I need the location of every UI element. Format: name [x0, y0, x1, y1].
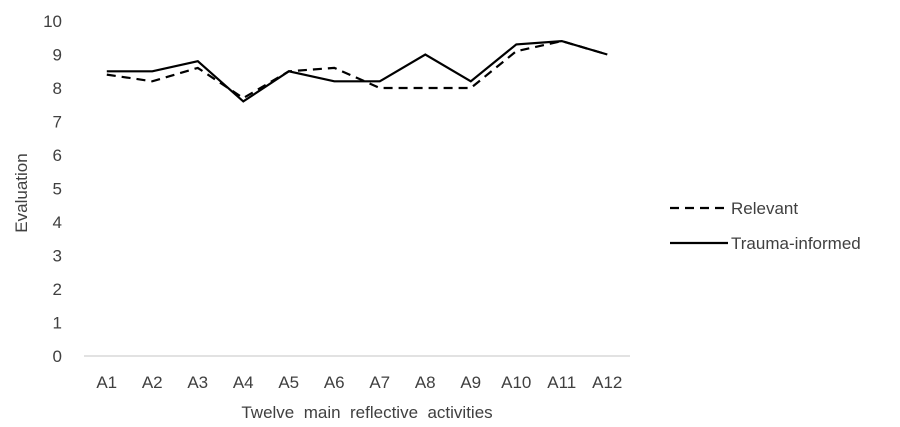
y-tick-label: 3 [53, 247, 62, 266]
x-tick-label: A9 [460, 373, 481, 392]
x-tick-label: A5 [278, 373, 299, 392]
y-tick-label: 2 [53, 280, 62, 299]
series-line-2 [106, 39, 608, 103]
legend-label: Relevant [731, 199, 798, 218]
legend: Relevant Trauma-informed [670, 199, 861, 253]
y-axis-title: Evaluation [12, 153, 31, 232]
y-tick-label: 7 [53, 113, 62, 132]
y-tick-label: 5 [53, 180, 62, 199]
y-tick-label: 0 [53, 347, 62, 366]
x-tick-label: A8 [415, 373, 436, 392]
x-tick-label: A12 [592, 373, 622, 392]
x-tick-label: A6 [324, 373, 345, 392]
x-tick-label: A10 [501, 373, 531, 392]
x-tick-label: A3 [187, 373, 208, 392]
y-tick-label: 8 [53, 79, 62, 98]
y-tick-label: 9 [53, 46, 62, 65]
y-tick-label: 6 [53, 146, 62, 165]
y-axis-ticks: 0 1 2 3 4 5 6 7 8 9 10 [43, 12, 62, 366]
x-tick-label: A11 [547, 373, 576, 392]
series-line-1 [106, 39, 608, 100]
x-tick-label: A4 [233, 373, 254, 392]
x-axis-title: Twelve main reflective activities [241, 403, 492, 422]
y-tick-label: 10 [43, 12, 62, 31]
series-layer [106, 39, 608, 103]
x-axis-ticks: A1 A2 A3 A4 A5 A6 A7 A8 A9 A10 A11 A12 [96, 373, 622, 392]
y-tick-label: 1 [53, 314, 62, 333]
y-tick-label: 4 [53, 213, 62, 232]
x-tick-label: A7 [369, 373, 390, 392]
legend-label: Trauma-informed [731, 234, 861, 253]
x-tick-label: A1 [96, 373, 117, 392]
x-tick-label: A2 [142, 373, 163, 392]
